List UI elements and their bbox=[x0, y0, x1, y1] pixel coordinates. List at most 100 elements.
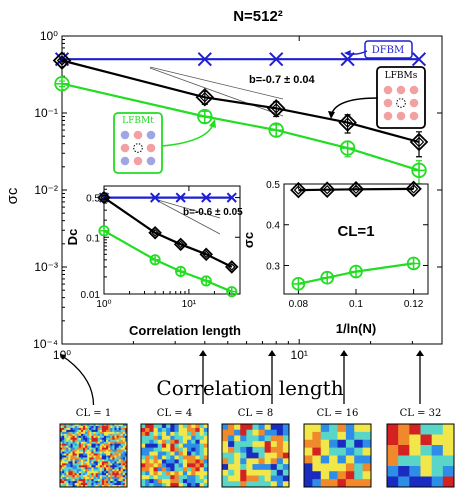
thumbnail-pixel bbox=[70, 463, 73, 466]
thumbnail-pixel bbox=[97, 451, 101, 454]
thumbnail-pixel bbox=[99, 435, 103, 439]
thumbnail-pixel bbox=[122, 451, 126, 454]
thumbnail-pixel bbox=[112, 455, 115, 458]
thumbnail-pixel bbox=[195, 427, 201, 433]
thumbnail-pixel bbox=[258, 424, 266, 431]
thumbnail-pixel bbox=[145, 439, 150, 445]
thumbnail-pixel bbox=[120, 443, 124, 447]
thumbnail-pixel bbox=[80, 461, 84, 464]
thumbnail-pixel bbox=[124, 463, 128, 466]
thumbnail-pixel bbox=[252, 469, 259, 476]
thumbnail-pixel bbox=[62, 433, 65, 437]
thumbnail-pixel bbox=[99, 433, 103, 437]
thumbnail-pixel bbox=[246, 446, 253, 454]
thumbnail-pixel bbox=[110, 437, 113, 441]
thumbnail-pixel bbox=[93, 453, 96, 456]
thumbnail-pixel bbox=[60, 424, 63, 427]
thumbnail-pixel bbox=[62, 459, 65, 462]
thumbnail-pixel bbox=[95, 435, 99, 439]
thumbnail-pixel bbox=[149, 451, 154, 456]
thumbnail-pixel bbox=[64, 465, 67, 468]
thumbnail-pixel bbox=[103, 485, 107, 488]
thumbnail-pixel bbox=[122, 427, 126, 431]
thumbnail-arrowhead bbox=[60, 354, 66, 360]
lfbms-lattice-dots bbox=[383, 85, 419, 121]
thumbnail-pixel bbox=[95, 461, 99, 464]
thumbnail-pixel bbox=[83, 449, 86, 452]
thumbnail-pixel bbox=[72, 473, 76, 476]
thumbnail-pixel bbox=[187, 463, 192, 468]
thumbnail-pixel bbox=[85, 439, 88, 443]
thumbnail-pixel bbox=[80, 427, 84, 431]
thumbnail-pixel bbox=[74, 463, 78, 466]
thumbnail-pixel bbox=[110, 443, 113, 447]
thumbnail-pixel bbox=[89, 483, 92, 486]
thumbnail-pixel bbox=[270, 464, 278, 471]
thumbnail-pixel bbox=[431, 466, 444, 477]
thumbnail-pixel bbox=[187, 435, 192, 441]
thumbnail-pixel bbox=[95, 453, 99, 456]
thumbnail-pixel bbox=[97, 429, 101, 433]
thumbnail-pixel bbox=[83, 453, 86, 456]
thumbnail-pixel bbox=[72, 481, 76, 484]
thumbnail-pixel bbox=[60, 479, 63, 482]
thumbnail-pixel bbox=[122, 447, 126, 450]
thumbnail-pixel bbox=[354, 424, 364, 433]
thumbnail-pixel bbox=[174, 443, 180, 449]
thumbnail-pixel bbox=[91, 465, 94, 468]
thumbnail-pixel bbox=[85, 463, 88, 466]
thumbnail-pixel bbox=[70, 424, 73, 427]
thumbnail-pixel bbox=[60, 465, 63, 468]
thumbnail-pixel bbox=[264, 429, 272, 436]
thumbnail-pixel bbox=[234, 424, 241, 431]
thumbnail-pixel bbox=[60, 445, 63, 449]
thumbnail-pixel bbox=[345, 463, 355, 472]
thumbnail-pixel bbox=[409, 434, 421, 446]
thumbnail-pixel bbox=[101, 485, 105, 488]
thumbnail-pixel bbox=[78, 445, 82, 449]
thumbnail-pixel bbox=[103, 451, 107, 454]
thumbnail-pixel bbox=[95, 441, 99, 445]
thumbnail-pixel bbox=[149, 439, 154, 445]
thumbnail-pixel bbox=[114, 459, 117, 462]
thumbnail-pixel bbox=[362, 431, 372, 441]
thumbnail-pixel bbox=[110, 471, 113, 474]
thumbnail-pixel bbox=[120, 429, 124, 433]
thumbnail-pixel bbox=[91, 475, 94, 478]
thumbnail-pixel bbox=[97, 425, 101, 429]
thumbnail-pixel bbox=[112, 443, 115, 447]
thumbnail-pixel bbox=[270, 424, 278, 431]
main-lfbmt-plus-marker bbox=[340, 141, 355, 155]
thumbnail-pixel bbox=[157, 431, 163, 437]
thumbnail-pixel bbox=[442, 476, 455, 488]
thumbnail-pixel bbox=[93, 449, 96, 452]
main-lfbms-error-bar bbox=[59, 58, 65, 63]
inset_left-lfbmt-plus-marker bbox=[99, 226, 109, 236]
thumbnail-pixel bbox=[68, 455, 71, 458]
thumbnail-pixel bbox=[153, 439, 159, 445]
thumbnail-pixel bbox=[60, 459, 63, 462]
thumbnail-pixel bbox=[112, 427, 115, 431]
thumbnail-pixel bbox=[157, 471, 163, 476]
thumbnail-pixel bbox=[120, 424, 124, 427]
thumbnail-pixel bbox=[103, 435, 107, 439]
thumbnail-pixel bbox=[103, 449, 107, 452]
thumbnail-pixel bbox=[228, 458, 235, 465]
thumbnail-pixel bbox=[199, 479, 205, 484]
thumbnail-pixel bbox=[97, 465, 101, 468]
thumbnail-pixel bbox=[78, 475, 82, 478]
thumbnail-pixel bbox=[76, 455, 80, 458]
thumbnail-pixel bbox=[76, 453, 80, 456]
thumbnail-pixel bbox=[116, 457, 120, 460]
inset_left-lfbmt-plus-marker bbox=[175, 266, 186, 277]
thumbnail-pixel bbox=[68, 441, 71, 445]
thumbnail-pixel bbox=[106, 475, 109, 478]
thumbnail-pixel bbox=[191, 471, 196, 476]
thumbnail-pixel bbox=[106, 465, 109, 468]
thumbnail-pixel bbox=[153, 435, 159, 441]
thumbnail-pixel bbox=[141, 443, 146, 449]
thumbnail-pixel bbox=[199, 471, 205, 476]
thumbnail-pixel bbox=[157, 424, 163, 429]
thumbnail-pixel bbox=[72, 445, 76, 449]
thumbnail-pixel bbox=[199, 443, 205, 449]
